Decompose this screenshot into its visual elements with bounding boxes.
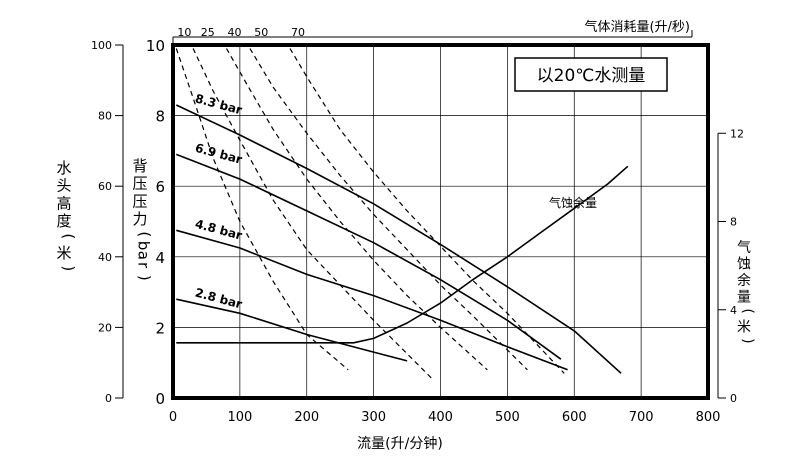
top-tick-label: 25 <box>201 26 215 39</box>
npsh-tick-label: 12 <box>730 127 744 140</box>
axis-title-char: 压 <box>132 175 147 193</box>
head-tick-label: 40 <box>98 251 112 264</box>
npsh-curve-label: 气蚀余量 <box>549 195 597 210</box>
pressure-tick-label: 0 <box>155 390 165 408</box>
pressure-curve <box>176 298 408 362</box>
axis-title-char: 余 <box>737 272 751 289</box>
axis-title-char: 压 <box>132 192 147 210</box>
axis-title-char: 水 <box>56 159 71 177</box>
axis-title-char: 背 <box>132 157 147 175</box>
annotation-text: 以20℃水测量 <box>537 66 646 86</box>
top-tick-label: 40 <box>228 26 242 39</box>
air-consumption-curve <box>225 48 488 371</box>
x-tick-label: 600 <box>562 410 587 425</box>
pressure-tick-label: 6 <box>155 178 165 196</box>
x-tick-label: 500 <box>495 410 520 425</box>
curve-label: 2.8 bar <box>194 286 244 312</box>
air-consumption-curve <box>249 48 528 371</box>
axes: 0 100 200 300 400 500 600 700 800024681002040608… <box>56 26 755 425</box>
axis-title-char: 度 <box>56 212 71 230</box>
x-tick-label: 0 <box>169 410 177 425</box>
curve-label: 4.8 bar <box>194 217 244 243</box>
top-tick-label: 70 <box>291 26 305 39</box>
grid <box>173 45 708 398</box>
axis-title-char: 米 <box>56 244 71 262</box>
pressure-curve <box>176 229 568 371</box>
axis-title-char: 高 <box>56 194 71 212</box>
npsh-axis-title: 气蚀余量 ( 米) <box>737 240 755 344</box>
top-tick-label: 50 <box>254 26 268 39</box>
axis-title-char: b <box>135 241 153 251</box>
axis-title-char: ) <box>135 275 153 281</box>
head-tick-label: 80 <box>98 110 112 123</box>
labels: 以20℃水测量 流量(升/分钟) 气体消耗量(升/秒) 气蚀余量 <box>357 19 690 452</box>
axis-title-char: 米 <box>737 319 751 335</box>
axis-title-char: 气 <box>737 240 751 256</box>
npsh-tick-label: 4 <box>730 304 737 317</box>
axis-title-char: 力 <box>132 210 147 228</box>
npsh-tick-label: 0 <box>730 392 737 405</box>
axis-title-char: 头 <box>56 177 71 195</box>
axis-title-char: ) <box>739 338 755 343</box>
axis-title-char: 蚀 <box>737 257 751 273</box>
pressure-tick-label: 8 <box>155 108 165 126</box>
air-consumption-curve <box>192 48 435 381</box>
curve-label: 6.9 bar <box>194 141 244 167</box>
head-tick-label: 20 <box>98 321 112 334</box>
head-tick-label: 0 <box>105 392 112 405</box>
npsh-tick-label: 8 <box>730 216 737 229</box>
curve-label: 8.3 bar <box>194 91 244 117</box>
x-tick-label: 200 <box>294 410 319 425</box>
x-axis-label: 流量(升/分钟) <box>357 435 443 452</box>
axis-title-char: ( <box>59 233 77 239</box>
pressure-tick-label: 4 <box>155 249 165 267</box>
axis-title-char: ( <box>739 308 755 313</box>
axis-title-char: a <box>135 251 153 260</box>
air-consumption-curve <box>289 48 565 374</box>
curves: 8.3 bar 6.9 bar 4.8 bar 2.8 bar <box>175 48 629 381</box>
axis-title-char: 量 <box>737 290 751 306</box>
x-tick-label: 300 <box>361 410 386 425</box>
head-tick-label: 100 <box>91 39 112 52</box>
top-tick-label: 10 <box>177 26 191 39</box>
pressure-curve <box>176 165 629 344</box>
pressure-curve <box>175 104 622 374</box>
pressure-tick-label: 10 <box>146 37 165 55</box>
x-tick-label: 700 <box>629 410 654 425</box>
plot-frame <box>171 43 710 400</box>
top-axis-label: 气体消耗量(升/秒) <box>584 19 690 35</box>
head-tick-label: 60 <box>98 180 112 193</box>
axis-title-char: ( <box>135 231 153 237</box>
x-tick-label: 400 <box>428 410 453 425</box>
annotation-box: 以20℃水测量 <box>514 57 668 92</box>
x-tick-label: 100 <box>227 410 252 425</box>
axis-title-char: ) <box>59 265 77 271</box>
pressure-tick-label: 2 <box>155 319 165 337</box>
air-consumption-curve <box>175 48 349 371</box>
pressure-curve <box>176 153 562 360</box>
axis-title-char: r <box>135 262 153 269</box>
x-tick-label: 800 <box>696 410 721 425</box>
